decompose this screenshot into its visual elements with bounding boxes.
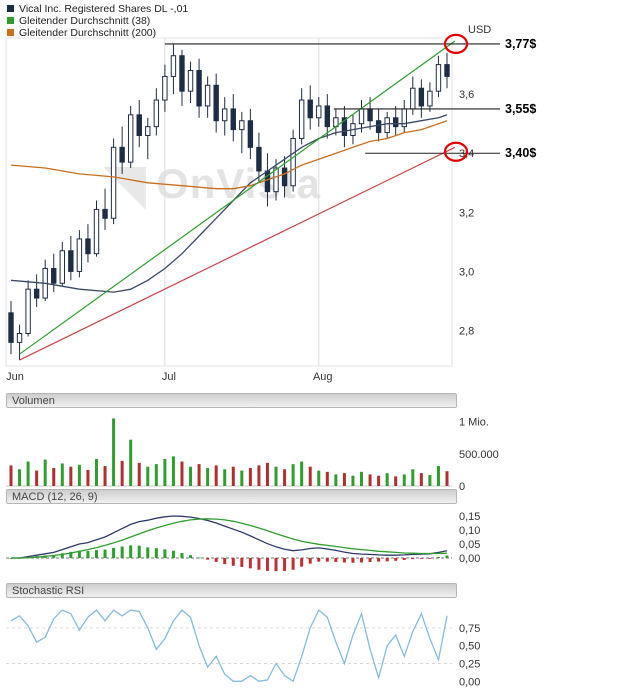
legend-label-ma200: Gleitender Durchschnitt (200) [19, 26, 157, 39]
y-tick-label: 0,50 [459, 641, 480, 653]
legend-item-ma200: Gleitender Durchschnitt (200) [7, 26, 188, 39]
macd-panel-title: MACD (12, 26, 9) [12, 491, 98, 503]
y-tick-label: 1 Mio. [459, 417, 489, 429]
y-tick-label: 500.000 [459, 449, 499, 461]
price-callout: 3,55$ [505, 102, 536, 116]
macd-chart: 0,15 0,10 0,05 0,00 [6, 511, 480, 572]
legend-label-ma38: Gleitender Durchschnitt (38) [19, 14, 151, 27]
candlesticks [8, 43, 450, 361]
stochastic-rsi-chart: 0,75 0,50 0,25 0,00 [6, 609, 480, 688]
ma-38-curve [10, 114, 448, 293]
chart-legend: Vical Inc. Registered Shares DL -,01 Gle… [7, 3, 188, 39]
legend-item-ma38: Gleitender Durchschnitt (38) [7, 14, 188, 27]
y-tick-label: 3,6 [459, 89, 474, 101]
y-tick-label: 0,25 [459, 659, 480, 671]
stochastic-rsi-panel-header: Stochastic RSI [6, 583, 457, 598]
stoch-rsi-line [10, 609, 448, 683]
highlight-circle-icon [443, 141, 469, 162]
legend-swatch-ma200 [7, 29, 14, 36]
y-tick-label: 0,00 [459, 553, 480, 565]
price-callout: 3,40$ [505, 146, 536, 160]
volume-chart: 1 Mio. 500.000 0 [6, 417, 499, 493]
price-callout: 3,77$ [505, 37, 536, 51]
highlight-circle-icon [443, 33, 469, 55]
onvista-logo-icon: ◥ [103, 152, 147, 215]
legend-swatch-price [7, 5, 14, 12]
legend-item-price: Vical Inc. Registered Shares DL -,01 [7, 2, 189, 15]
y-tick-label: 0,00 [459, 676, 480, 688]
x-tick-label: Jul [162, 371, 176, 383]
uptrend-line-green [19, 40, 456, 355]
volume-bars [9, 418, 449, 486]
macd-line [11, 515, 448, 559]
stochastic-rsi-panel-title: Stochastic RSI [12, 585, 85, 597]
signal-line [11, 518, 448, 559]
macd-panel-header: MACD (12, 26, 9) [6, 489, 457, 504]
uptrend-line-red [19, 146, 456, 361]
x-tick-label: Aug [313, 371, 333, 383]
macd-histogram [9, 545, 449, 572]
y-tick-label: 2,8 [459, 326, 474, 338]
y-tick-label: 3,0 [459, 266, 474, 278]
volume-panel-title: Volumen [12, 395, 55, 407]
y-tick-label: 0,15 [459, 511, 480, 523]
legend-label-price: Vical Inc. Registered Shares DL -,01 [19, 2, 189, 15]
y-tick-label: 3,2 [459, 207, 474, 219]
volume-panel-header: Volumen [6, 393, 457, 408]
y-tick-label: 0 [459, 481, 465, 493]
y-tick-label: 0,75 [459, 623, 480, 635]
x-tick-label: Jun [6, 371, 24, 383]
ma-200-curve [10, 120, 448, 190]
gridlines [5, 37, 453, 367]
y-tick-label: 0,10 [459, 525, 480, 537]
price-axis-unit: USD [468, 24, 492, 36]
y-tick-label: 0,05 [459, 539, 480, 551]
legend-swatch-ma38 [7, 17, 14, 24]
